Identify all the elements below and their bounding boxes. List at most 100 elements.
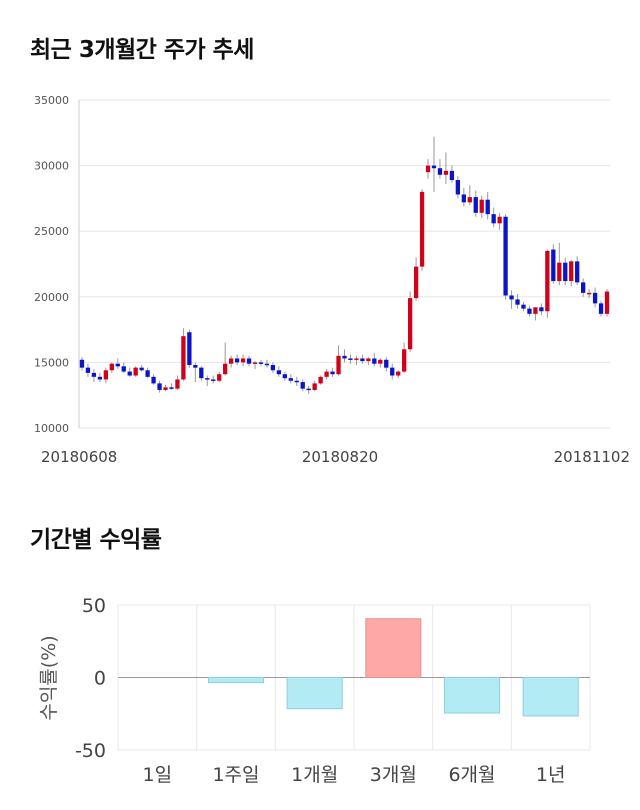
candle-down	[485, 199, 490, 215]
candle-down	[169, 387, 174, 389]
y-axis-title: 수익률(%)	[38, 635, 60, 720]
candle-up	[402, 349, 407, 372]
x-category-label: 1개월	[291, 764, 338, 786]
y-tick-label: 10000	[34, 422, 69, 435]
candle-down	[187, 332, 192, 366]
candle-down	[563, 262, 568, 282]
candle-up	[109, 363, 114, 371]
y-tick-label: 35000	[34, 94, 69, 107]
candle-down	[276, 370, 282, 375]
candle-down	[342, 355, 347, 359]
candle-down	[288, 378, 293, 381]
candle-down	[145, 370, 150, 377]
candle-down	[306, 388, 311, 391]
candle-down	[491, 214, 496, 224]
candle-up	[557, 262, 562, 282]
candle-up	[419, 191, 425, 267]
candle-down	[431, 165, 437, 169]
candle-up	[324, 371, 329, 377]
candle-up	[312, 383, 317, 390]
candle-up	[425, 165, 431, 173]
candle-down	[592, 292, 598, 304]
candle-down	[390, 367, 395, 376]
candle-up	[133, 367, 138, 376]
x-tick-label: 20181102	[554, 448, 630, 466]
candle-up	[217, 374, 222, 381]
candle-down	[91, 372, 97, 377]
y-tick-label: 25000	[34, 225, 69, 238]
candle-down	[79, 359, 85, 368]
y-tick-label: 50	[82, 595, 106, 617]
candle-down	[270, 365, 276, 371]
candle-down	[139, 367, 144, 371]
candle-up	[467, 197, 472, 203]
candle-up	[407, 298, 413, 350]
candle-down	[551, 249, 556, 282]
candle-up	[545, 250, 550, 312]
y-tick-label: 0	[94, 668, 106, 690]
candle-down	[97, 376, 103, 380]
y-tick-label: 15000	[34, 356, 69, 369]
candle-up	[479, 199, 484, 213]
candle-down	[384, 359, 389, 368]
candle-up	[103, 370, 108, 380]
candle-down	[85, 367, 91, 373]
candle-down	[575, 261, 580, 283]
candle-down	[282, 374, 287, 379]
bar-negative	[207, 677, 265, 684]
candle-up	[240, 358, 246, 363]
candle-up	[413, 266, 419, 299]
candle-up	[336, 355, 341, 375]
candle-up	[252, 362, 258, 364]
x-category-label: 6개월	[448, 764, 495, 786]
candle-up	[533, 307, 538, 314]
candle-down	[449, 170, 455, 181]
price-trend-title: 최근 3개월간 주가 추세	[30, 37, 254, 63]
candle-down	[455, 180, 461, 195]
candle-down	[539, 307, 544, 312]
candle-down	[127, 371, 132, 376]
x-category-label: 3개월	[370, 764, 417, 786]
y-tick-label: 30000	[34, 160, 69, 173]
candle-down	[527, 308, 532, 314]
candle-down	[294, 380, 299, 383]
y-tick-label: -50	[75, 740, 106, 762]
candle-down	[151, 376, 156, 384]
candle-down	[199, 367, 204, 379]
candle-up	[378, 359, 383, 364]
candle-up	[354, 358, 359, 360]
bar-negative	[443, 677, 501, 714]
candle-down	[461, 194, 466, 203]
candle-up	[228, 358, 234, 364]
returns-title: 기간별 수익률	[30, 527, 162, 553]
x-category-label: 1일	[143, 764, 173, 786]
x-category-label: 1년	[536, 764, 566, 786]
candle-up	[604, 291, 610, 314]
candle-down	[121, 366, 126, 372]
candle-up	[497, 216, 502, 224]
candle-down	[330, 371, 335, 375]
candle-down	[515, 299, 520, 305]
y-tick-label: 20000	[34, 291, 69, 304]
candle-up	[569, 261, 574, 282]
bar-negative	[522, 677, 579, 717]
candle-up	[366, 358, 371, 362]
candle-down	[581, 282, 586, 293]
candle-down	[437, 168, 443, 175]
candle-down	[300, 382, 305, 389]
candle-up	[223, 363, 228, 375]
price-candlestick-chart: 10000 15000 20000 25000 30000 35000 20180608 20…	[34, 94, 630, 466]
x-tick-label: 20180820	[302, 448, 378, 466]
candle-down	[157, 383, 162, 390]
bar-positive	[365, 618, 422, 679]
candle-up	[586, 292, 592, 295]
candle-down	[348, 358, 353, 360]
candle-down	[598, 303, 604, 314]
candle-up	[163, 387, 168, 390]
candle-down	[264, 363, 270, 366]
candle-down	[521, 304, 526, 309]
candle-up	[175, 379, 180, 389]
candle-up	[181, 336, 186, 380]
candle-down	[211, 379, 216, 381]
